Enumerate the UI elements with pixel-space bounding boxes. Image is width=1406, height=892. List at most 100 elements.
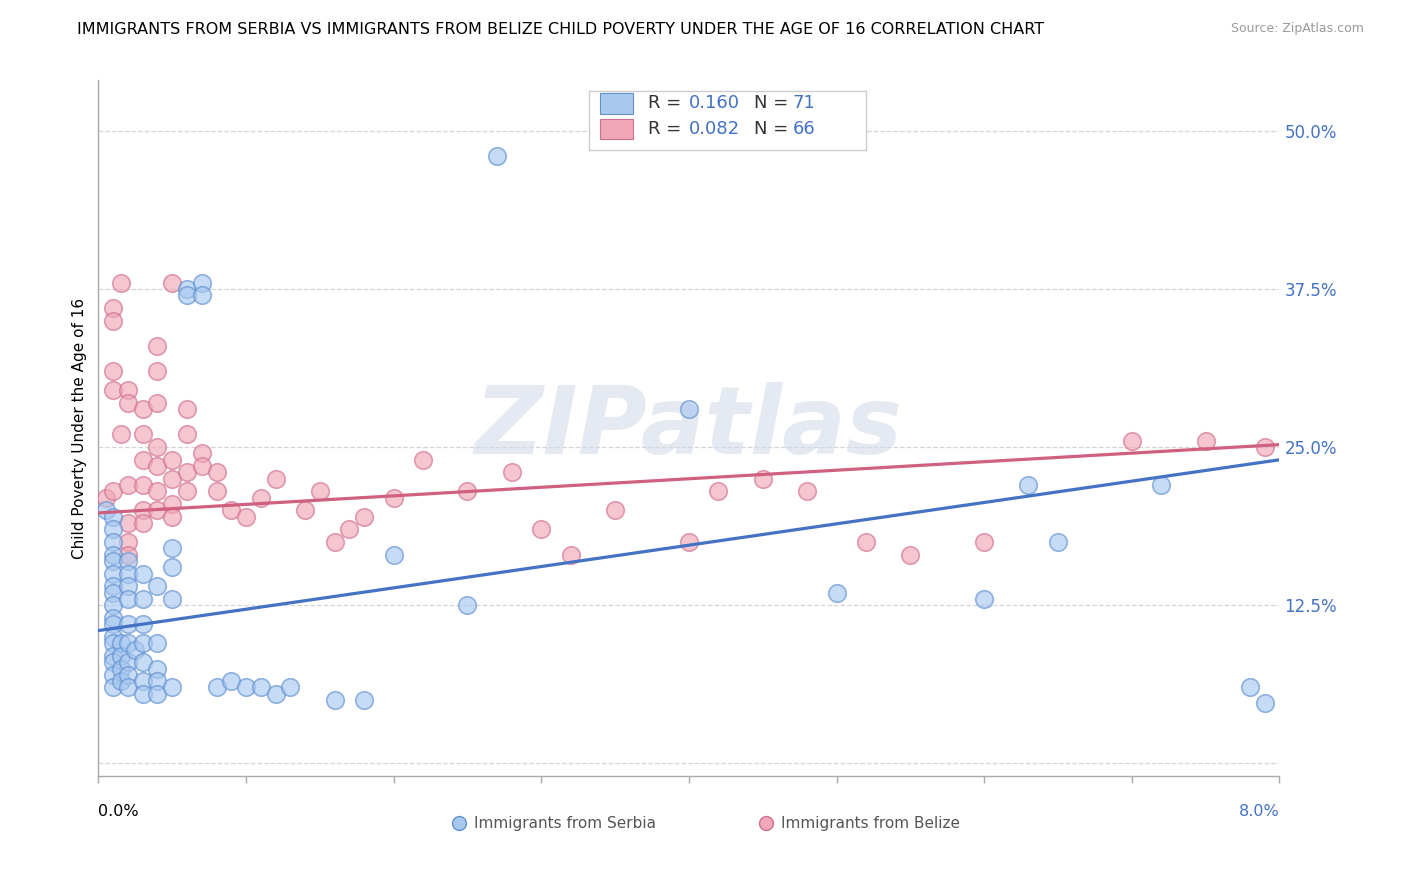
Point [117, 478, 139, 492]
Text: N =: N = [754, 120, 794, 138]
Point [103, 617, 125, 632]
Point [103, 681, 125, 695]
Point [973, 591, 995, 606]
Point [132, 478, 155, 492]
Point [110, 276, 132, 290]
Point [146, 661, 169, 675]
Text: Source: ZipAtlas.com: Source: ZipAtlas.com [1230, 22, 1364, 36]
Point [117, 535, 139, 549]
Point [103, 648, 125, 663]
Point [530, 522, 553, 536]
Point [117, 566, 139, 581]
Point [825, 585, 848, 599]
Point [117, 548, 139, 562]
Point [132, 566, 155, 581]
Point [132, 674, 155, 689]
Point [132, 503, 155, 517]
Point [176, 427, 198, 442]
Point [1195, 434, 1218, 448]
Point [162, 541, 183, 556]
Point [117, 554, 139, 568]
Point [205, 484, 228, 499]
Text: IMMIGRANTS FROM SERBIA VS IMMIGRANTS FROM BELIZE CHILD POVERTY UNDER THE AGE OF : IMMIGRANTS FROM SERBIA VS IMMIGRANTS FRO… [77, 22, 1045, 37]
Point [353, 693, 375, 707]
Point [117, 636, 139, 650]
Text: 0.160: 0.160 [689, 95, 740, 112]
Point [146, 687, 169, 701]
Point [110, 427, 132, 442]
Point [176, 466, 198, 480]
Point [103, 301, 125, 315]
Point [264, 472, 287, 486]
Point [103, 585, 125, 599]
Point [162, 681, 183, 695]
Point [103, 668, 125, 682]
Point [124, 642, 146, 657]
Point [132, 452, 155, 467]
Point [103, 522, 125, 536]
Point [117, 383, 139, 397]
Point [132, 516, 155, 530]
Point [103, 554, 125, 568]
Point [176, 402, 198, 417]
Text: Immigrants from Belize: Immigrants from Belize [782, 816, 960, 830]
Point [103, 630, 125, 644]
Text: N =: N = [754, 95, 794, 112]
Point [110, 661, 132, 675]
Point [796, 484, 818, 499]
Point [117, 579, 139, 593]
Point [191, 446, 214, 460]
Point [176, 288, 198, 302]
Point [707, 484, 730, 499]
Point [146, 339, 169, 353]
Point [162, 560, 183, 574]
Point [162, 276, 183, 290]
Point [132, 687, 155, 701]
Point [146, 503, 169, 517]
Point [146, 440, 169, 454]
Point [146, 674, 169, 689]
Point [103, 509, 125, 524]
Point [132, 402, 155, 417]
Point [1046, 535, 1070, 549]
Point [110, 674, 132, 689]
Point [1239, 681, 1261, 695]
Point [486, 149, 509, 163]
Point [235, 509, 257, 524]
Point [110, 636, 132, 650]
Point [221, 674, 243, 689]
Point [117, 591, 139, 606]
Point [900, 548, 922, 562]
Text: Immigrants from Serbia: Immigrants from Serbia [474, 816, 657, 830]
Point [132, 591, 155, 606]
Point [205, 466, 228, 480]
Point [560, 548, 582, 562]
Point [382, 548, 405, 562]
FancyBboxPatch shape [600, 93, 634, 113]
Point [678, 402, 700, 417]
Point [146, 364, 169, 378]
Point [94, 503, 117, 517]
Point [103, 313, 125, 327]
Point [132, 636, 155, 650]
Point [162, 472, 183, 486]
Point [103, 636, 125, 650]
Point [339, 522, 361, 536]
Point [973, 535, 995, 549]
Point [294, 503, 316, 517]
Text: 0.082: 0.082 [689, 120, 740, 138]
Point [1018, 478, 1040, 492]
Point [250, 491, 273, 505]
Text: 8.0%: 8.0% [1239, 804, 1279, 819]
Point [117, 617, 139, 632]
Point [132, 427, 155, 442]
Point [146, 579, 169, 593]
Point [103, 364, 125, 378]
Text: 71: 71 [793, 95, 815, 112]
FancyBboxPatch shape [589, 91, 866, 150]
Point [103, 484, 125, 499]
Point [1150, 478, 1173, 492]
Text: R =: R = [648, 95, 686, 112]
Point [103, 579, 125, 593]
Point [176, 484, 198, 499]
